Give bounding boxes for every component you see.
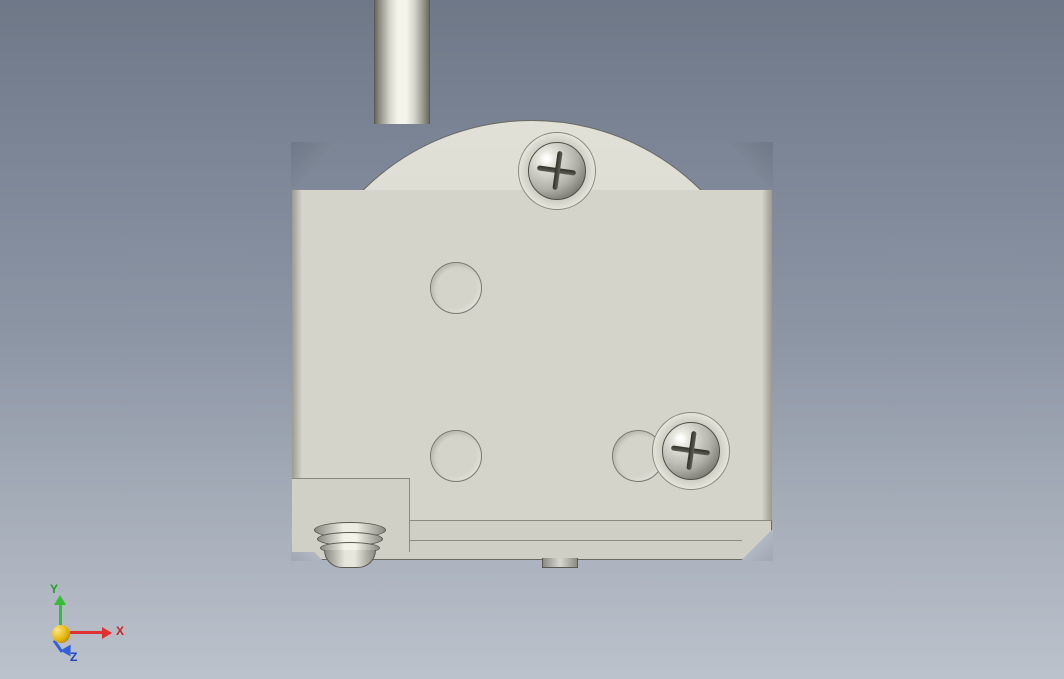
chamfer-bottom-right bbox=[741, 529, 773, 561]
housing-edge-left bbox=[292, 190, 302, 520]
sensor-housing bbox=[292, 120, 772, 560]
chamfer-top-right bbox=[725, 142, 773, 190]
housing-edge-right bbox=[762, 190, 772, 520]
axis-y-line bbox=[59, 605, 62, 625]
axis-x-line bbox=[70, 631, 102, 634]
axis-y-label: Y bbox=[50, 583, 58, 595]
axis-x-label: X bbox=[116, 625, 124, 637]
bolt-head bbox=[662, 422, 720, 480]
pan-head-bolt bbox=[528, 142, 586, 200]
cad-model[interactable] bbox=[292, 120, 772, 560]
cad-viewport[interactable]: X Y Z bbox=[0, 0, 1064, 679]
specular-highlight bbox=[539, 151, 554, 166]
bottom-stub bbox=[542, 558, 578, 568]
bore-hole bbox=[430, 430, 482, 482]
chamfer-top-left bbox=[291, 142, 339, 190]
axis-z-label: Z bbox=[70, 651, 77, 663]
triad-origin-icon bbox=[52, 625, 70, 643]
pan-head-bolt bbox=[662, 422, 720, 480]
axis-y-arrow-icon bbox=[54, 595, 66, 605]
cable-gland bbox=[314, 522, 386, 568]
bolt-head bbox=[528, 142, 586, 200]
orientation-triad[interactable]: X Y Z bbox=[48, 589, 112, 653]
gland-nut bbox=[324, 550, 376, 568]
axis-x-arrow-icon bbox=[102, 627, 112, 639]
bore-hole bbox=[430, 262, 482, 314]
specular-highlight bbox=[673, 431, 688, 446]
cylindrical-shaft bbox=[374, 0, 430, 124]
